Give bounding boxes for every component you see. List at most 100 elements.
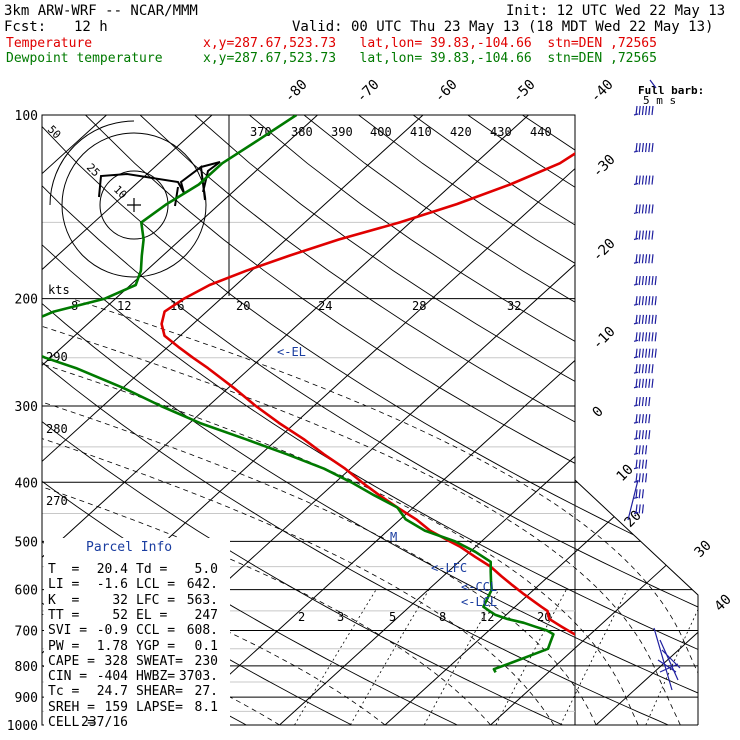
parcel-value: 32 [112, 592, 128, 608]
parcel-value: SVI = [48, 623, 88, 639]
parcel-value: HWBZ= [136, 669, 176, 685]
level-marker-label: <-EL [277, 345, 306, 359]
wind-barb [633, 332, 657, 342]
isotherm-line [42, 115, 318, 725]
wind-barb [633, 230, 654, 241]
hodograph-speed-label: 16 [170, 299, 184, 313]
parcel-value: T = [48, 562, 80, 577]
parcel-value: 0.1 [194, 638, 218, 654]
wind-barb [633, 459, 648, 470]
isotherm-right-label: 10 [614, 462, 637, 485]
parcel-value: -0.9 [96, 623, 128, 639]
parcel-value: Td = [136, 562, 168, 577]
mixing-ratio-label: 3 [337, 610, 344, 624]
pressure-tick-label: 1000 [7, 719, 38, 734]
moist-adiabat [71, 298, 698, 725]
hodograph-speed-label: kts [48, 283, 70, 297]
parcel-value: 24.7 [96, 684, 128, 700]
dewpoint-profile [42, 115, 555, 674]
parcel-value: CCL = [136, 623, 176, 639]
wind-barb [633, 175, 654, 186]
mixing-ratio-line [349, 589, 430, 725]
wind-barb [633, 378, 654, 389]
parcel-value: CELL = [48, 715, 95, 730]
wind-barb [633, 296, 657, 306]
wind-barb [633, 105, 654, 116]
parcel-value: SREH = [48, 699, 95, 715]
pressure-tick-label: 500 [15, 535, 38, 550]
pressure-tick-label: 700 [15, 625, 38, 640]
wind-barb [633, 414, 651, 424]
theta-label: 420 [450, 125, 472, 139]
valid-time: Valid: 00 UTC Thu 23 May 13 (18 MDT Wed … [292, 19, 714, 35]
dry-adiabat [631, 115, 698, 725]
hodograph-ring [99, 170, 169, 240]
parcel-value: SWEAT= [136, 653, 183, 669]
dry-adiabat [522, 115, 698, 725]
isotherm-right-label: 0 [590, 404, 607, 421]
isotherm-line [42, 115, 424, 725]
isotherm-top-label: -50 [510, 77, 539, 106]
wind-barb [633, 504, 644, 515]
theta-label: 430 [490, 125, 512, 139]
parcel-value: YGP = [136, 638, 176, 654]
parcel-value: K = [48, 592, 80, 608]
parcel-value: 328 [104, 653, 128, 669]
hodograph-ring [61, 132, 207, 278]
mixing-ratio-line [495, 589, 567, 725]
dry-adiabat [42, 115, 698, 725]
hodograph-speed-label: 32 [507, 299, 521, 313]
wind-barb [633, 473, 648, 483]
isotherm-right-label: -20 [590, 236, 619, 265]
dry-adiabat [467, 115, 698, 725]
parcel-value: LI = [48, 577, 80, 593]
wind-barb [633, 254, 654, 264]
dry-adiabat [42, 115, 698, 725]
temperature-profile [160, 151, 575, 637]
mixing-ratio-label: 8 [439, 610, 446, 624]
parcel-info-title: Parcel Info [86, 540, 173, 555]
model-name: 3km ARW-WRF -- NCAR/MMM [4, 3, 198, 19]
parcel-value: LAPSE= [136, 699, 183, 715]
mixing-ratio-line [560, 589, 628, 725]
isotherm-line [384, 115, 698, 725]
dry-adiabat [194, 115, 698, 725]
dry-adiabat [42, 115, 698, 725]
barb-unit: 5 m s [643, 94, 676, 107]
theta-label: 390 [331, 125, 353, 139]
parcel-info-panel: Parcel Info T = 20.4 Td = 5.0 LI = -1.6 LCL = 6… [44, 538, 230, 730]
dewpoint-legend-label: Dewpoint temperature [6, 51, 163, 66]
dewpoint-location: x,y=287.67,523.73 lat,lon= 39.83,-104.66… [203, 51, 657, 66]
isotherm-top-label: -40 [588, 77, 617, 106]
moist-adiabat [42, 298, 597, 725]
moist-adiabat [42, 298, 639, 725]
low-level-wind-barbs [627, 79, 681, 691]
moist-adiabat [42, 298, 555, 725]
level-marker-label: M [390, 530, 397, 544]
theta-label: 440 [530, 125, 552, 139]
forecast-hour: 12 h [74, 19, 108, 35]
pressure-tick-label: 400 [15, 476, 38, 491]
parcel-value: 642. [186, 577, 218, 593]
parcel-value: 608. [186, 623, 218, 639]
dry-adiabat [42, 115, 563, 725]
temperature-location: x,y=287.67,523.73 lat,lon= 39.83,-104.66… [203, 36, 657, 51]
isotherm-top-label: -60 [432, 77, 461, 106]
hodograph-trace [98, 161, 221, 207]
isotherm-line [490, 115, 698, 725]
theta-side-label: 280 [46, 422, 68, 436]
hodograph-outer-ring [49, 120, 135, 206]
parcel-value: TT = [48, 607, 80, 623]
theta-label: 380 [291, 125, 313, 139]
hodograph-speed-label: 28 [412, 299, 426, 313]
wind-barb [633, 364, 654, 374]
mixing-ratio-label: 5 [389, 610, 396, 624]
init-time: Init: 12 UTC Wed 22 May 13 [506, 3, 726, 19]
dry-adiabat [303, 115, 698, 725]
parcel-value: EL = [136, 607, 168, 623]
parcel-value: 159 [104, 699, 128, 715]
dry-adiabat [685, 115, 698, 725]
parcel-value: SHEAR= [136, 684, 183, 700]
theta-label: 400 [370, 125, 392, 139]
isotherm-top-label: -70 [354, 77, 383, 106]
